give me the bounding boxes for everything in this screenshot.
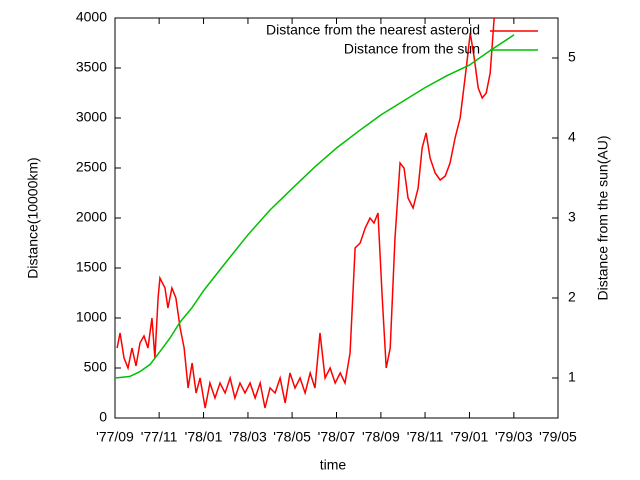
x-tick-label: '78/03: [229, 429, 267, 445]
y2-tick-label: 4: [568, 129, 576, 145]
y-tick-label: 0: [99, 409, 107, 425]
y2-axis-label: Distance from the sun(AU): [595, 136, 611, 301]
x-tick-label: '78/11: [407, 429, 444, 445]
x-tick-label: '78/05: [273, 429, 311, 445]
x-tick-label: '78/09: [362, 429, 400, 445]
y-tick-label: 1000: [76, 309, 107, 325]
y-tick-label: 2500: [76, 159, 107, 175]
y2-tick-label: 2: [568, 289, 576, 305]
y-tick-label: 1500: [76, 259, 107, 275]
y-axis-label: Distance(10000km): [25, 157, 41, 278]
y-tick-label: 2000: [76, 209, 107, 225]
series-line: [116, 18, 495, 409]
y2-tick-label: 1: [568, 369, 576, 385]
x-tick-label: '77/11: [141, 429, 178, 445]
x-tick-label: '78/07: [318, 429, 356, 445]
y2-tick-label: 5: [568, 49, 576, 65]
y-tick-label: 4000: [76, 9, 107, 25]
y-tick-label: 3000: [76, 109, 107, 125]
y2-tick-label: 3: [568, 209, 576, 225]
x-tick-label: '79/05: [539, 429, 577, 445]
x-tick-label: '77/09: [96, 429, 134, 445]
legend-label: Distance from the sun: [344, 41, 480, 57]
y-tick-label: 3500: [76, 59, 107, 75]
x-axis-label: time: [320, 457, 347, 473]
series-line: [115, 34, 515, 379]
plot-frame: [114, 17, 559, 419]
x-tick-label: '78/01: [185, 429, 223, 445]
legend-label: Distance from the nearest asteroid: [266, 22, 480, 38]
y-tick-label: 500: [84, 359, 108, 375]
x-tick-label: '79/03: [495, 429, 533, 445]
x-tick-label: '79/01: [451, 429, 489, 445]
